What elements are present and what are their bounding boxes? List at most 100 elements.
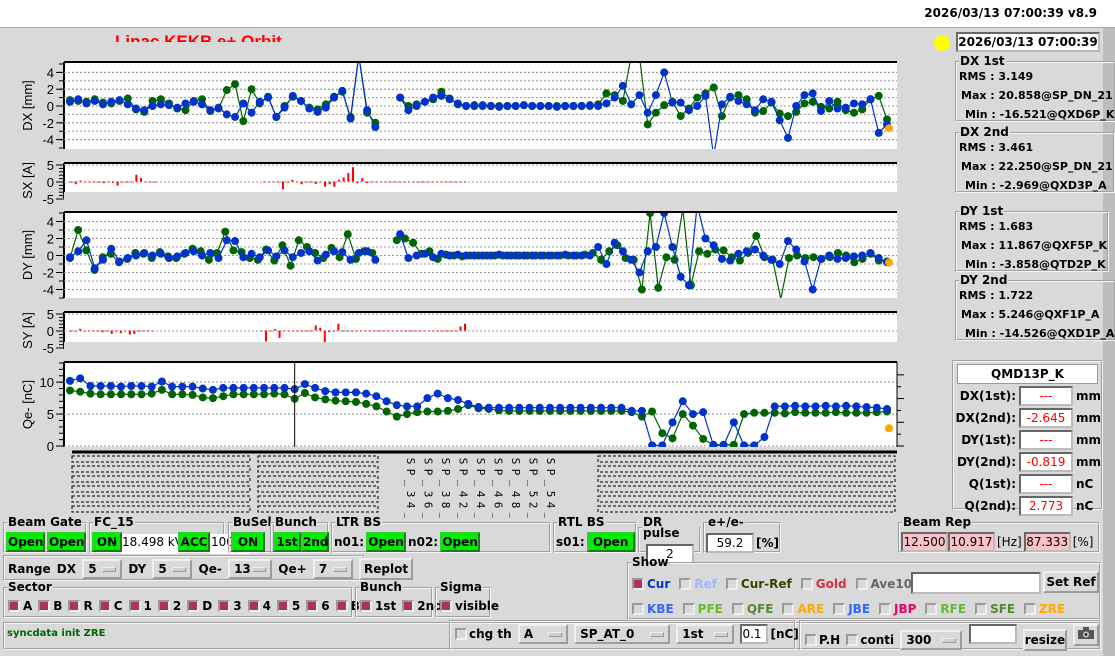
checkbox[interactable]: [360, 600, 372, 612]
qem-range-select[interactable]: 13: [228, 559, 273, 579]
camera-icon[interactable]: [1072, 624, 1099, 646]
chg-th-checkbox[interactable]: [455, 628, 467, 640]
checkbox[interactable]: [632, 603, 644, 615]
chg-threshold-input[interactable]: 0.1: [740, 624, 769, 644]
fc15-on-button[interactable]: ON: [92, 532, 122, 552]
checkbox-item-b[interactable]: B: [38, 599, 62, 613]
checkbox-item-1[interactable]: 1: [128, 599, 152, 613]
replot-button[interactable]: Replot: [359, 558, 414, 580]
checkbox[interactable]: [335, 600, 348, 612]
checkbox-item-rfe[interactable]: RFE: [925, 602, 966, 616]
bunch-2nd-button[interactable]: 2nd: [301, 532, 329, 552]
checkbox-item-3[interactable]: 3: [218, 599, 242, 613]
checkbox[interactable]: [800, 578, 813, 590]
checkbox-item-cur-ref[interactable]: Cur-Ref: [725, 577, 792, 591]
bar: [291, 179, 294, 182]
conti-label: conti: [860, 633, 895, 647]
s01-button[interactable]: Open: [586, 532, 635, 552]
checkbox[interactable]: [218, 600, 231, 612]
checkbox-item-c[interactable]: C: [98, 599, 123, 613]
bar: [431, 181, 434, 183]
ph-checkbox[interactable]: [805, 634, 817, 646]
checkbox-item-kbe[interactable]: KBE: [632, 602, 674, 616]
checkbox-item-4[interactable]: 4: [247, 599, 271, 613]
dy-data-point: [784, 254, 793, 263]
checkbox[interactable]: [440, 600, 452, 612]
checkbox[interactable]: [975, 603, 988, 615]
dy-data-point: [156, 249, 165, 258]
checkbox[interactable]: [782, 603, 795, 615]
bar: [403, 181, 406, 183]
n01-button[interactable]: Open: [366, 532, 407, 552]
checkbox[interactable]: [402, 600, 415, 612]
checkbox-item-2[interactable]: 2: [157, 599, 181, 613]
checkbox-item-zre[interactable]: ZRE: [1024, 602, 1065, 616]
qep-range-select[interactable]: 7: [312, 559, 353, 579]
interval-input[interactable]: [968, 624, 1017, 644]
checkbox[interactable]: [725, 578, 738, 590]
checkbox-item-sfe[interactable]: SFE: [975, 602, 1015, 616]
checkbox[interactable]: [128, 600, 141, 612]
checkbox-item-cur[interactable]: Cur: [632, 577, 670, 591]
checkbox[interactable]: [632, 578, 644, 590]
dy-data-point: [866, 248, 875, 257]
checkbox-item-1st[interactable]: 1st: [360, 599, 396, 613]
chg-device-select[interactable]: SP_AT_0: [574, 624, 671, 644]
bar: [277, 181, 280, 183]
checkbox[interactable]: [68, 600, 81, 612]
bunch-1st-button[interactable]: 1st: [273, 532, 301, 552]
checkbox[interactable]: [731, 603, 744, 615]
busel-on-button[interactable]: ON: [231, 532, 265, 552]
dy-data-point: [717, 254, 726, 263]
checkbox[interactable]: [679, 578, 692, 590]
checkbox[interactable]: [276, 600, 289, 612]
checkbox-item-ref[interactable]: Ref: [679, 577, 717, 591]
checkbox[interactable]: [1024, 603, 1037, 615]
x-tick-char: 4: [474, 502, 487, 509]
chg-bunch-select[interactable]: 1st: [676, 624, 735, 644]
checkbox-item-a[interactable]: A: [8, 599, 32, 613]
checkbox[interactable]: [879, 603, 892, 615]
checkbox[interactable]: [682, 603, 695, 615]
checkbox-item-are[interactable]: ARE: [782, 602, 824, 616]
checkbox-item-d[interactable]: D: [187, 599, 212, 613]
checkbox[interactable]: [855, 578, 868, 590]
checkbox-item-jbe[interactable]: JBE: [833, 602, 870, 616]
checkbox[interactable]: [187, 600, 200, 612]
checkbox-item-qfe[interactable]: QFE: [731, 602, 773, 616]
checkbox-item-ave10[interactable]: Ave10: [855, 577, 912, 591]
show-input[interactable]: [911, 572, 1041, 594]
dx-range-select[interactable]: 5: [82, 559, 123, 579]
set-ref-button[interactable]: Set Ref: [1043, 571, 1099, 593]
checkbox[interactable]: [833, 603, 846, 615]
checkbox[interactable]: [8, 600, 20, 612]
checkbox[interactable]: [306, 600, 319, 612]
checkbox[interactable]: [98, 600, 111, 612]
q-data-point: [423, 407, 432, 416]
y-tick-label: -2: [42, 116, 54, 131]
resize-button[interactable]: resize: [1022, 629, 1067, 651]
checkbox-item-5[interactable]: 5: [276, 599, 300, 613]
beam-gate-2-button[interactable]: Open: [47, 532, 86, 552]
checkbox[interactable]: [38, 600, 51, 612]
dy-data-point: [343, 230, 352, 239]
dy-range-select[interactable]: 5: [152, 559, 193, 579]
fc15-acc-button[interactable]: ACC: [178, 532, 210, 552]
checkbox[interactable]: [925, 603, 938, 615]
checkbox-item-6[interactable]: 6: [306, 599, 330, 613]
beam-gate-group: Beam Gate Open Open: [3, 516, 87, 553]
checkbox-item-r[interactable]: R: [68, 599, 93, 613]
n02-button[interactable]: Open: [440, 532, 481, 552]
checkbox-item-visible[interactable]: visible: [440, 599, 499, 613]
min-row: Min : -2.969@QXD3P_A: [965, 179, 1107, 192]
interval-select[interactable]: 300: [900, 630, 963, 650]
q-data-point: [791, 408, 800, 417]
checkbox-item-gold[interactable]: Gold: [800, 577, 847, 591]
checkbox[interactable]: [157, 600, 170, 612]
beam-gate-1-button[interactable]: Open: [6, 532, 45, 552]
checkbox-item-jbp[interactable]: JBP: [879, 602, 916, 616]
chg-sector-select[interactable]: A: [517, 624, 568, 644]
conti-checkbox[interactable]: [846, 634, 859, 646]
checkbox[interactable]: [247, 600, 260, 612]
checkbox-item-pfe[interactable]: PFE: [682, 602, 723, 616]
